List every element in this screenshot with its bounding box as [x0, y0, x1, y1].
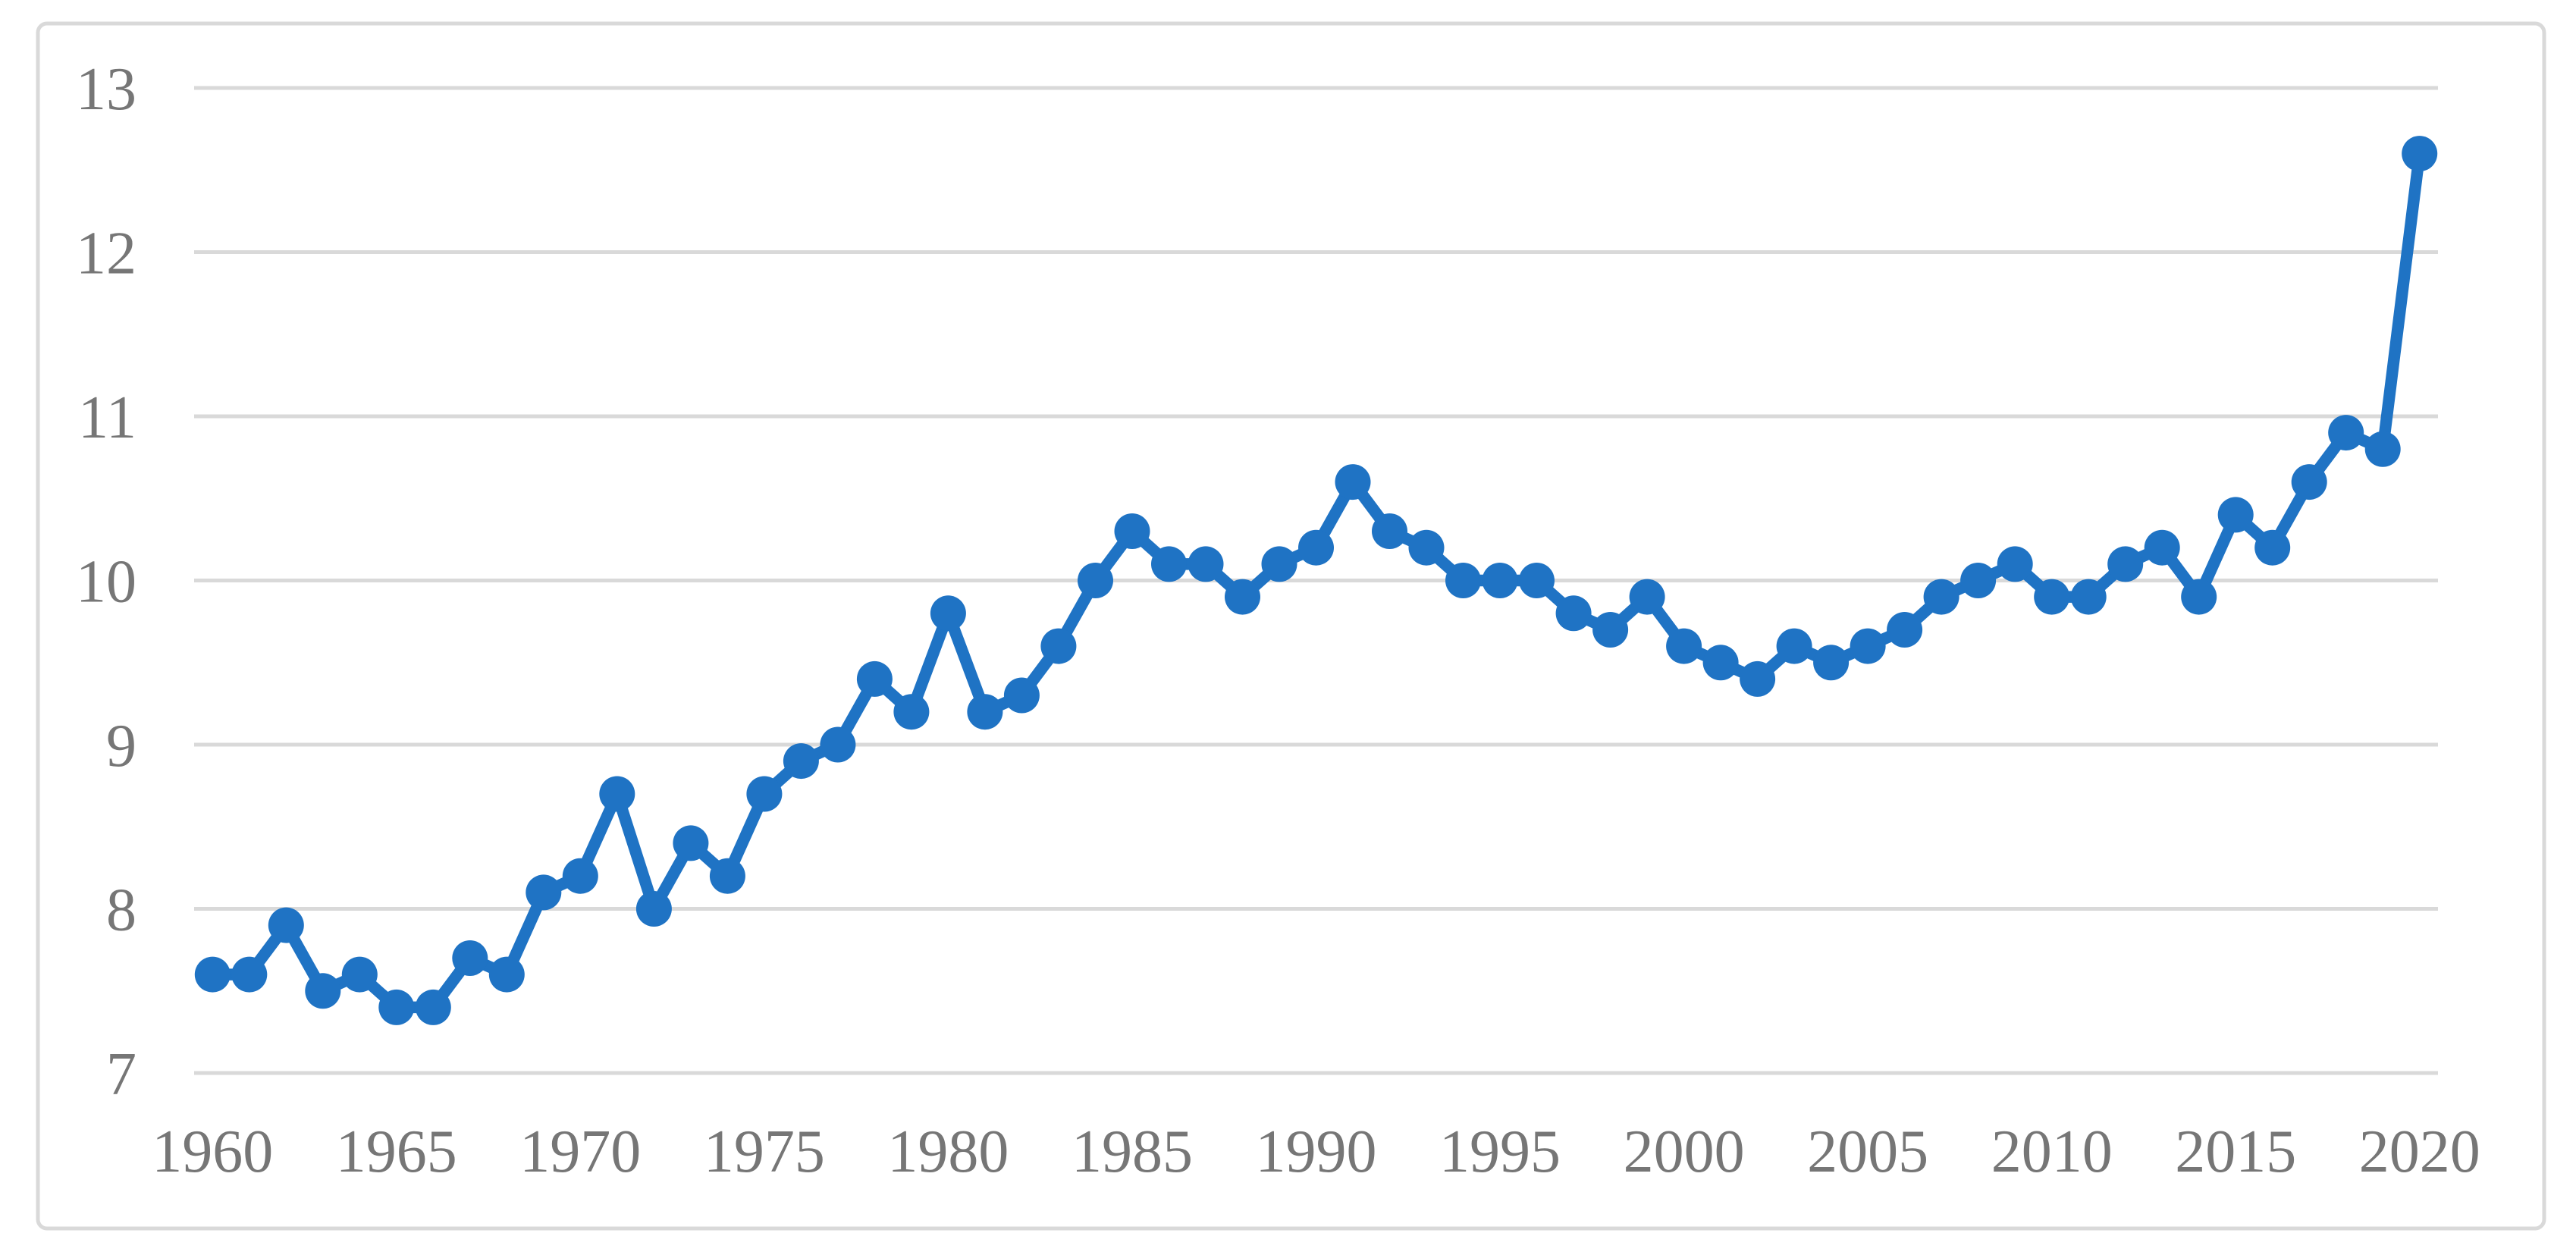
data-point-2011 [2070, 579, 2107, 615]
data-point-2015 [2217, 497, 2254, 533]
data-point-1978 [856, 660, 893, 697]
x-tick-label-1965: 1965 [336, 1119, 457, 1185]
data-point-2005 [1850, 628, 1886, 664]
x-tick-label-1960: 1960 [152, 1119, 273, 1185]
data-point-2010 [2034, 579, 2070, 615]
x-tick-label-2010: 2010 [1991, 1119, 2113, 1185]
data-point-2008 [1960, 563, 1997, 598]
x-tick-label-2000: 2000 [1624, 1119, 1745, 1185]
data-point-1972 [635, 891, 672, 927]
data-point-1995 [1482, 563, 1518, 598]
data-point-1979 [893, 694, 930, 730]
data-point-1973 [673, 825, 709, 861]
data-point-1987 [1188, 546, 1224, 582]
data-point-1986 [1151, 546, 1187, 582]
data-point-1966 [415, 989, 451, 1025]
x-tick-label-1990: 1990 [1256, 1119, 1377, 1185]
x-tick-label-1985: 1985 [1072, 1119, 1193, 1185]
y-tick-label-11: 11 [78, 384, 136, 451]
data-point-1994 [1445, 563, 1481, 598]
data-point-1991 [1335, 464, 1371, 500]
data-point-1976 [783, 743, 819, 780]
data-point-1985 [1114, 513, 1150, 549]
x-tick-label-2015: 2015 [2175, 1119, 2296, 1185]
data-point-1990 [1298, 529, 1334, 566]
data-point-1963 [305, 973, 341, 1009]
y-tick-label-8: 8 [106, 877, 136, 944]
data-point-1993 [1408, 529, 1445, 566]
y-tick-label-9: 9 [106, 713, 136, 780]
y-tick-label-10: 10 [76, 549, 136, 616]
data-point-2018 [2328, 415, 2364, 451]
data-point-1992 [1372, 513, 1407, 549]
data-point-2014 [2181, 579, 2217, 615]
x-tick-label-1980: 1980 [887, 1119, 1009, 1185]
data-point-2002 [1740, 660, 1776, 697]
data-point-2000 [1666, 628, 1702, 664]
data-point-1982 [1003, 677, 1040, 714]
data-point-2019 [2364, 431, 2401, 467]
data-point-1983 [1040, 628, 1077, 664]
data-point-2001 [1702, 645, 1739, 681]
data-point-1970 [562, 858, 598, 894]
data-point-1971 [599, 776, 635, 812]
x-tick-label-1995: 1995 [1439, 1119, 1561, 1185]
y-tick-label-7: 7 [106, 1041, 136, 1108]
x-tick-label-2020: 2020 [2359, 1119, 2480, 1185]
data-point-1984 [1078, 563, 1113, 598]
data-point-2006 [1887, 612, 1923, 648]
data-point-1999 [1629, 579, 1665, 615]
data-point-1975 [746, 776, 783, 812]
data-point-2012 [2107, 546, 2144, 582]
data-point-1977 [820, 726, 856, 763]
data-point-2016 [2254, 529, 2291, 566]
data-point-2009 [1997, 546, 2033, 582]
data-point-2003 [1776, 628, 1812, 664]
data-point-1996 [1519, 563, 1555, 598]
data-point-1967 [452, 940, 488, 976]
x-tick-label-2005: 2005 [1807, 1119, 1928, 1185]
data-point-1974 [709, 858, 745, 894]
data-point-1968 [488, 956, 525, 993]
data-point-1965 [378, 989, 415, 1025]
data-point-2007 [1923, 579, 1959, 615]
data-point-2017 [2291, 464, 2327, 500]
data-point-1998 [1592, 612, 1629, 648]
data-point-2004 [1813, 645, 1850, 681]
data-point-1962 [268, 907, 304, 943]
data-point-1997 [1555, 595, 1592, 632]
data-point-1969 [526, 874, 562, 911]
figure-border [36, 21, 2546, 1231]
data-point-2020 [2402, 136, 2438, 172]
data-point-1981 [967, 694, 1003, 730]
x-tick-label-1975: 1975 [704, 1119, 825, 1185]
y-tick-label-12: 12 [76, 221, 136, 287]
data-point-1988 [1225, 579, 1260, 615]
x-tick-label-1970: 1970 [519, 1119, 641, 1185]
data-point-1964 [341, 956, 378, 993]
data-point-2013 [2144, 529, 2180, 566]
data-point-1961 [231, 956, 268, 993]
data-point-1980 [930, 595, 966, 632]
data-point-1960 [194, 956, 231, 993]
y-tick-label-13: 13 [76, 56, 136, 123]
data-point-1989 [1261, 546, 1297, 582]
